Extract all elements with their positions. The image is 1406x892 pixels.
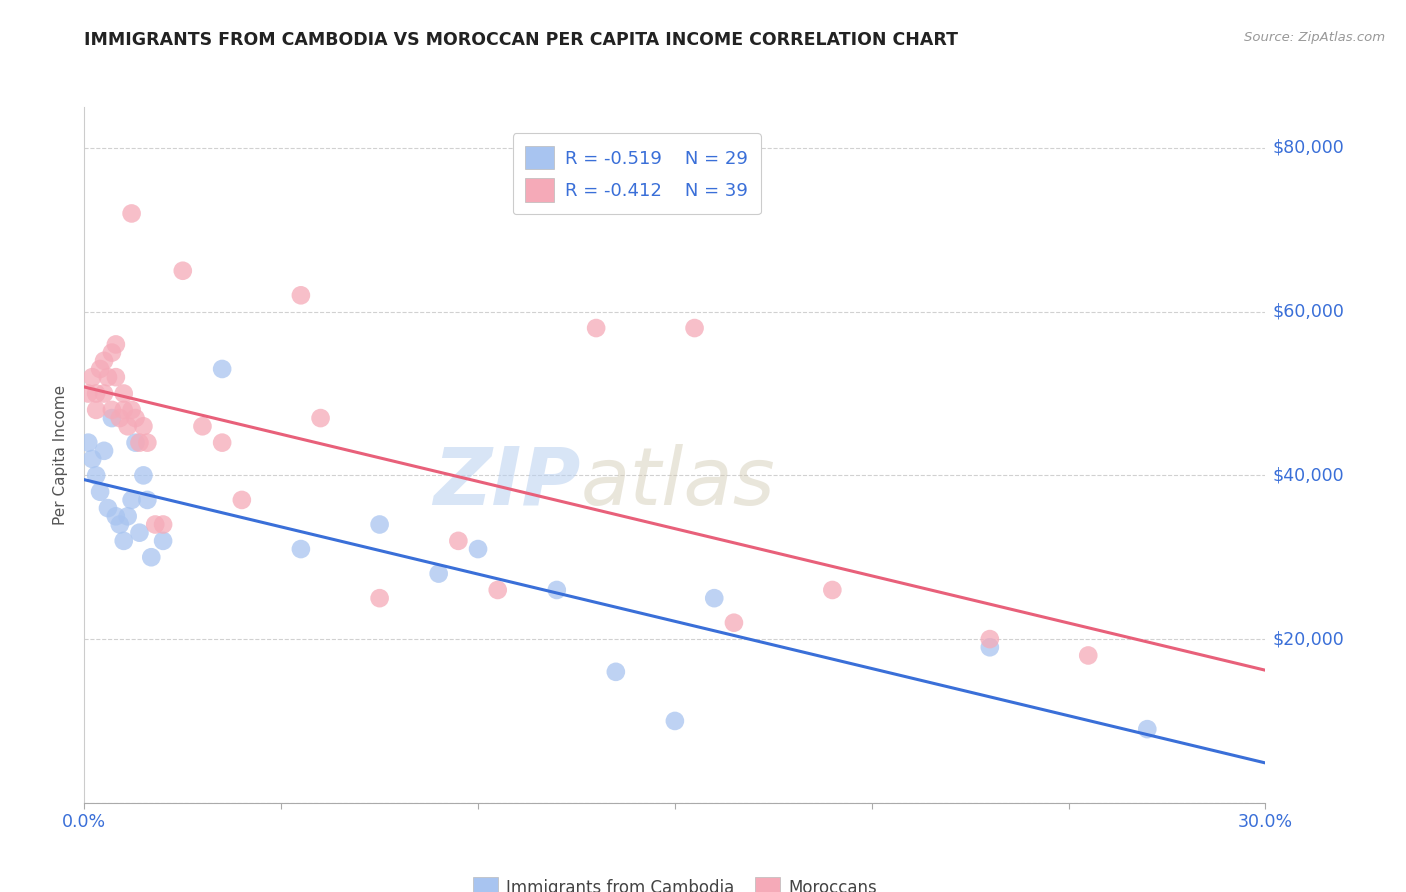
Point (84, 386, 107, 401)
Point (84, 403, 107, 417)
Point (128, 435, 150, 450)
Text: $40,000: $40,000 (1272, 467, 1344, 484)
Text: $20,000: $20,000 (1272, 630, 1344, 648)
Point (979, 632, 1001, 646)
Point (117, 509, 139, 524)
Point (93, 443, 115, 458)
Point (486, 582, 509, 597)
Legend: Immigrants from Cambodia, Moroccans: Immigrants from Cambodia, Moroccans (472, 877, 877, 892)
Point (1077, 648, 1099, 663)
Point (104, 370, 127, 384)
Point (447, 533, 470, 548)
Point (723, 615, 745, 630)
Point (605, 665, 627, 679)
Point (979, 640, 1001, 655)
Y-axis label: Per Capita Income: Per Capita Income (53, 384, 69, 525)
Text: $80,000: $80,000 (1272, 139, 1344, 157)
Point (121, 492, 143, 507)
Point (290, 288, 312, 302)
Point (141, 550, 163, 565)
Point (112, 386, 135, 401)
Point (82, 370, 104, 384)
Point (112, 403, 135, 417)
Point (101, 403, 124, 417)
Point (108, 517, 131, 532)
Point (368, 591, 391, 606)
Point (143, 517, 166, 532)
Point (683, 321, 706, 335)
Text: ZIP: ZIP (433, 443, 581, 522)
Point (82, 452, 104, 467)
Point (467, 542, 489, 557)
Point (128, 525, 150, 540)
Point (191, 419, 214, 434)
Point (117, 419, 139, 434)
Point (112, 533, 135, 548)
Point (703, 591, 725, 606)
Point (77, 386, 100, 401)
Point (104, 509, 127, 524)
Text: Source: ZipAtlas.com: Source: ZipAtlas.com (1244, 31, 1385, 45)
Point (172, 264, 194, 278)
Point (427, 566, 450, 581)
Point (309, 411, 332, 425)
Point (89, 362, 111, 376)
Point (93, 386, 115, 401)
Point (93, 353, 115, 368)
Point (121, 206, 143, 220)
Point (211, 435, 233, 450)
Point (124, 435, 146, 450)
Point (546, 582, 568, 597)
Point (368, 517, 391, 532)
Point (211, 362, 233, 376)
Point (124, 411, 146, 425)
Point (89, 484, 111, 499)
Point (132, 419, 155, 434)
Text: atlas: atlas (581, 443, 775, 522)
Point (97, 370, 120, 384)
Text: IMMIGRANTS FROM CAMBODIA VS MOROCCAN PER CAPITA INCOME CORRELATION CHART: IMMIGRANTS FROM CAMBODIA VS MOROCCAN PER… (84, 31, 959, 49)
Point (152, 533, 174, 548)
Point (84, 468, 107, 483)
Point (1136, 722, 1159, 736)
Point (290, 542, 312, 557)
Point (231, 492, 253, 507)
Point (136, 435, 159, 450)
Point (152, 517, 174, 532)
Point (77, 435, 100, 450)
Point (664, 714, 686, 728)
Point (121, 403, 143, 417)
Point (97, 501, 120, 516)
Point (585, 321, 607, 335)
Point (108, 411, 131, 425)
Point (136, 492, 159, 507)
Point (132, 468, 155, 483)
Text: $60,000: $60,000 (1272, 302, 1344, 321)
Point (101, 411, 124, 425)
Point (821, 582, 844, 597)
Point (101, 345, 124, 359)
Point (104, 337, 127, 351)
